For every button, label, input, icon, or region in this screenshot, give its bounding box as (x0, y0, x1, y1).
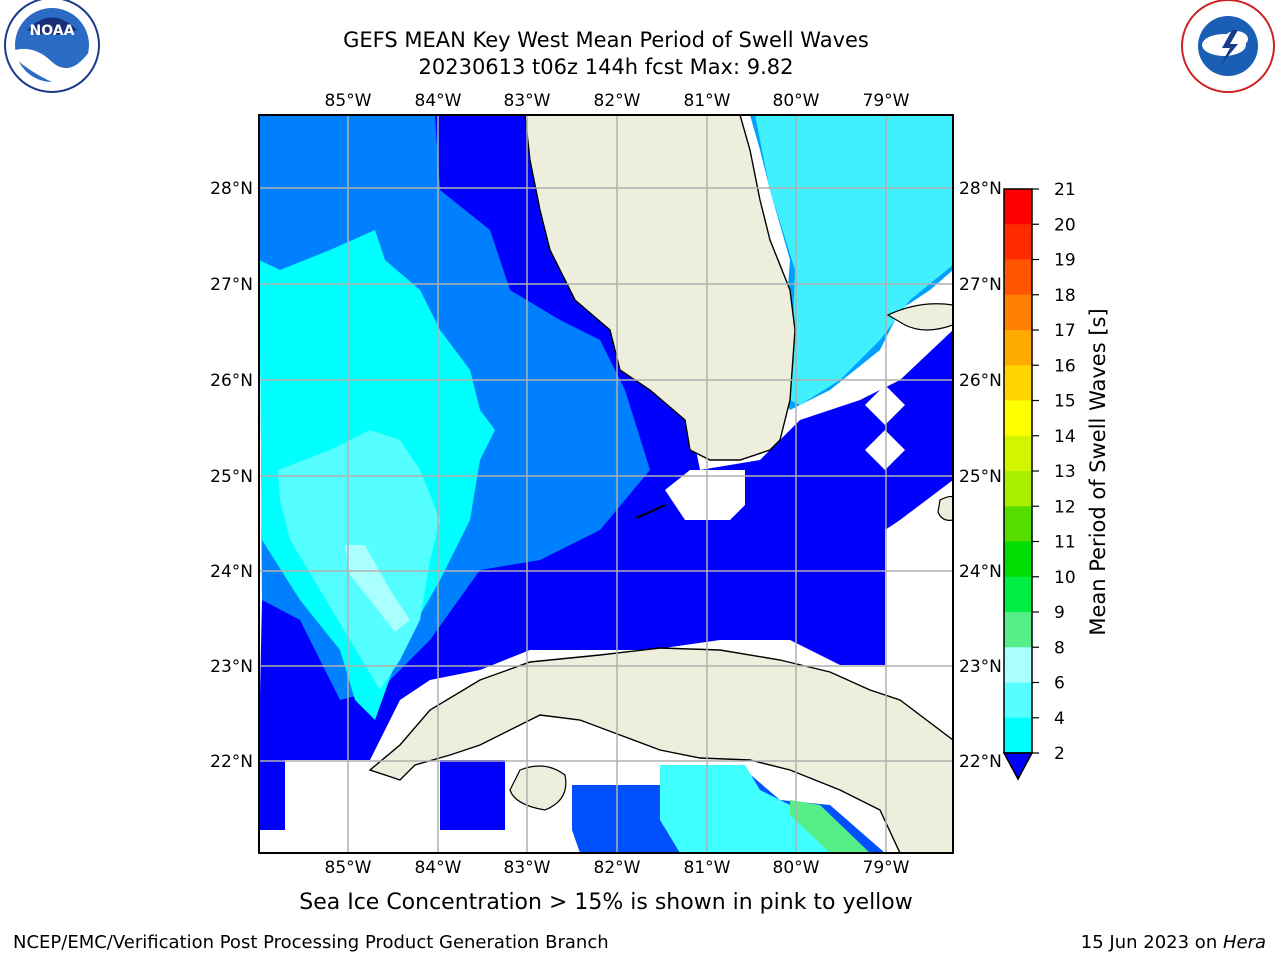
colorbar-extend-arrow (1002, 752, 1034, 781)
lat-label: 27°N (959, 275, 1002, 295)
lon-labels-top: 85°W 84°W 83°W 82°W 81°W 80°W 79°W (325, 91, 910, 111)
colorbar-tick-label: 2 (1054, 744, 1065, 764)
florida-landmass (524, 115, 796, 461)
colorbar: 21 20 19 18 17 16 15 14 13 12 11 10 9 8 6 4 2 (1002, 180, 1076, 781)
nws-logo (1181, 0, 1275, 93)
colorbar-segment (1004, 717, 1032, 754)
cuba-landmass (368, 647, 953, 853)
lat-label: 22°N (210, 752, 253, 772)
lat-label: 22°N (959, 752, 1002, 772)
swell-period-9-zone (345, 545, 410, 632)
colorbar-label: Mean Period of Swell Waves [s] (1086, 308, 1110, 635)
lon-label: 79°W (863, 858, 910, 878)
lat-label: 23°N (210, 657, 253, 677)
colorbar-segment (1004, 612, 1032, 648)
colorbar-segment (1004, 682, 1032, 719)
florida-keys (635, 504, 666, 519)
colorbar-segment (1004, 400, 1032, 437)
lon-label: 82°W (594, 858, 641, 878)
lon-labels-bottom: 85°W 84°W 83°W 82°W 81°W 80°W 79°W (325, 858, 910, 878)
map-frame (258, 114, 954, 854)
colorbar-tick-label: 19 (1054, 251, 1076, 271)
lon-label: 83°W (504, 91, 551, 111)
colorbar-tick-label: 12 (1054, 497, 1076, 517)
lat-label: 26°N (210, 371, 253, 391)
colorbar-tick-label: 17 (1054, 321, 1076, 341)
isla-juventud (509, 765, 567, 811)
lon-label: 79°W (863, 91, 910, 111)
lat-label: 28°N (210, 179, 253, 199)
lat-label: 23°N (959, 657, 1002, 677)
colorbar-tick-label: 15 (1054, 392, 1076, 412)
colorbar-segment (1004, 224, 1032, 260)
lon-label: 85°W (325, 91, 372, 111)
lat-labels-left: 28°N 27°N 26°N 25°N 24°N 23°N 22°N (210, 179, 253, 772)
lon-label: 82°W (594, 91, 641, 111)
lon-label: 84°W (415, 858, 462, 878)
colorbar-tick-label: 16 (1054, 356, 1076, 376)
bahamas-landmass (886, 303, 953, 331)
lon-label: 81°W (684, 858, 731, 878)
sea-ice-note: Sea Ice Concentration > 15% is shown in … (299, 890, 913, 915)
swell-period-2-4-zone-south (440, 760, 505, 830)
lon-label: 85°W (325, 858, 372, 878)
swell-period-9-plus-zone (790, 800, 870, 853)
colorbar-tick-label: 13 (1054, 462, 1076, 482)
footer-credit: NCEP/EMC/Verification Post Processing Pr… (13, 932, 609, 953)
colorbar-tick-label: 20 (1054, 215, 1076, 235)
colorbar-tick-label: 21 (1054, 180, 1076, 200)
lat-label: 25°N (210, 467, 253, 487)
lat-label: 24°N (210, 562, 253, 582)
graticule (259, 115, 953, 853)
colorbar-segment (1004, 576, 1032, 613)
lat-labels-right: 28°N 27°N 26°N 25°N 24°N 23°N 22°N (959, 179, 1002, 772)
lon-label: 83°W (504, 858, 551, 878)
colorbar-segment (1004, 294, 1032, 331)
colorbar-tick-label: 10 (1054, 568, 1076, 588)
colorbar-tick-label: 11 (1054, 533, 1076, 553)
colorbar-segment (1004, 365, 1032, 401)
lat-label: 25°N (959, 467, 1002, 487)
lon-label: 81°W (684, 91, 731, 111)
colorbar-tick-label: 8 (1054, 638, 1065, 658)
lon-label: 84°W (415, 91, 462, 111)
map-subtitle: 20230613 t06z 144h fcst Max: 9.82 (418, 55, 794, 79)
footer-date: 15 Jun 2023 on (1080, 932, 1223, 953)
colorbar-tick-label: 9 (1054, 603, 1065, 623)
map-title: GEFS MEAN Key West Mean Period of Swell … (343, 28, 869, 52)
colorbar-segment (1004, 259, 1032, 296)
colorbar-tick-label: 18 (1054, 286, 1076, 306)
lon-label: 80°W (773, 858, 820, 878)
colorbar-segment (1004, 471, 1032, 507)
lat-label: 28°N (959, 179, 1002, 199)
colorbar-tick-label: 4 (1054, 709, 1065, 729)
colorbar-segment (1004, 541, 1032, 578)
colorbar-segment (1004, 189, 1032, 225)
colorbar-tick-label: 6 (1054, 674, 1065, 694)
noaa-logo-text: NOAA (30, 23, 75, 39)
colorbar-segment (1004, 506, 1032, 542)
lat-label: 24°N (959, 562, 1002, 582)
lat-label: 27°N (210, 275, 253, 295)
lat-label: 26°N (959, 371, 1002, 391)
colorbar-tick-label: 14 (1054, 427, 1076, 447)
colorbar-segment (1004, 330, 1032, 366)
footer-machine: Hera (1222, 932, 1266, 953)
colorbar-segment (1004, 435, 1032, 472)
colorbar-segment (1004, 647, 1032, 683)
noaa-logo: NOAA (4, 0, 100, 93)
lon-label: 80°W (773, 91, 820, 111)
footer-date-stamp: 15 Jun 2023 on Hera (1081, 932, 1266, 953)
